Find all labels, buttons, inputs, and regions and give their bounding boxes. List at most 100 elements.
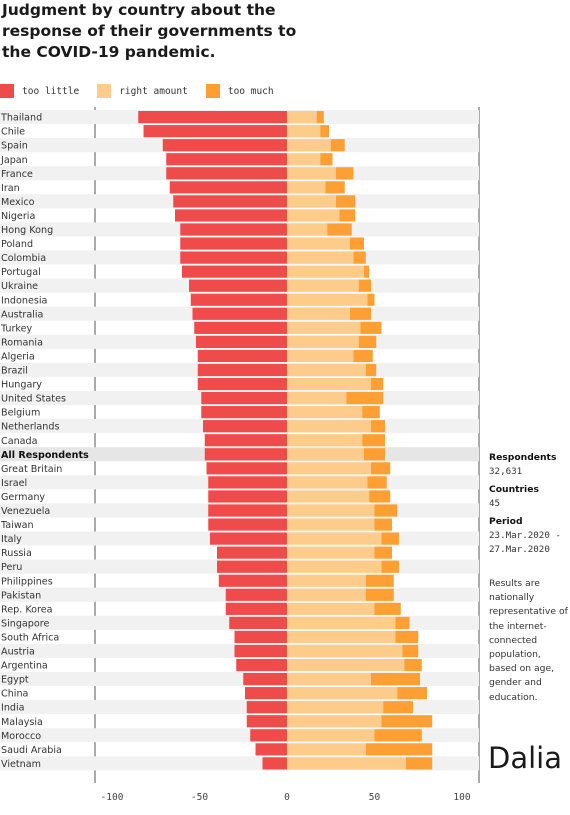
category-label: Taiwan xyxy=(0,520,34,531)
bar-too-little xyxy=(208,476,287,489)
category-label: Venezuela xyxy=(1,506,50,517)
bar-right-amount xyxy=(287,757,406,770)
bar-too-much xyxy=(320,153,333,166)
category-label: Saudi Arabia xyxy=(1,745,62,756)
category-label: Australia xyxy=(1,309,43,320)
bar-too-much xyxy=(358,335,377,348)
bar-right-amount xyxy=(287,476,368,489)
bar-too-little xyxy=(197,349,287,363)
bar-right-amount xyxy=(287,644,403,658)
bar-too-much xyxy=(367,476,387,489)
category-label: Turkey xyxy=(0,323,33,334)
bar-right-amount xyxy=(287,616,396,629)
bar-right-amount xyxy=(287,125,321,138)
category-label: Indonesia xyxy=(1,295,47,306)
category-label: Netherlands xyxy=(1,422,59,433)
category-label: Romania xyxy=(1,337,43,348)
category-label: Russia xyxy=(1,548,32,559)
x-tick-label: 100 xyxy=(453,792,470,803)
respondents-value: 32,631 xyxy=(489,466,523,477)
bar-too-much xyxy=(316,111,324,124)
category-label: Singapore xyxy=(1,618,49,629)
bar-right-amount xyxy=(287,392,347,405)
bar-right-amount xyxy=(287,729,375,742)
bar-too-little xyxy=(197,363,287,377)
bar-right-amount xyxy=(287,673,371,686)
bar-too-little xyxy=(190,293,287,306)
bar-too-little xyxy=(201,406,287,419)
bar-too-little xyxy=(208,490,287,503)
bar-too-little xyxy=(180,223,287,236)
bar-too-little xyxy=(246,715,287,728)
category-label: United States xyxy=(1,394,66,405)
bar-right-amount xyxy=(287,251,354,264)
bar-too-much xyxy=(350,237,364,250)
bar-right-amount xyxy=(287,462,371,475)
bar-too-little xyxy=(138,111,287,124)
bar-too-little xyxy=(250,729,287,742)
category-label: Peru xyxy=(1,562,22,573)
bar-right-amount xyxy=(287,658,405,672)
bar-too-much xyxy=(371,377,384,391)
bar-right-amount xyxy=(287,139,331,152)
bar-too-little xyxy=(262,757,287,770)
bar-right-amount xyxy=(287,167,336,180)
bar-too-much xyxy=(374,602,401,615)
bar-too-much xyxy=(374,546,392,559)
bar-right-amount xyxy=(287,349,354,363)
category-label: Iran xyxy=(1,183,20,194)
category-label: Hungary xyxy=(1,380,42,391)
category-label: Colombia xyxy=(1,253,46,264)
bar-right-amount xyxy=(287,293,368,306)
x-tick-label: -50 xyxy=(191,792,208,803)
bar-too-much xyxy=(395,630,419,644)
bar-too-little xyxy=(194,321,287,334)
bar-right-amount xyxy=(287,518,375,531)
category-label: Mexico xyxy=(1,197,35,208)
bar-too-much xyxy=(365,363,377,377)
bar-right-amount xyxy=(287,181,326,194)
legend-label-too-much: too much xyxy=(227,85,274,97)
category-label: Portugal xyxy=(1,267,41,278)
category-label: China xyxy=(1,689,28,700)
bar-too-much xyxy=(406,757,433,770)
bar-right-amount xyxy=(287,630,396,644)
bar-too-little xyxy=(225,588,287,601)
legend-swatch-too-much xyxy=(205,84,220,98)
bar-too-little xyxy=(246,701,287,714)
category-label: Pakistan xyxy=(1,590,41,601)
bar-right-amount xyxy=(287,701,384,714)
category-label: France xyxy=(1,169,33,180)
bar-too-much xyxy=(320,125,329,138)
bar-too-much xyxy=(367,293,375,306)
bar-right-amount xyxy=(287,687,398,700)
chart-title: Judgment by country about the response o… xyxy=(2,1,297,61)
bar-too-little xyxy=(243,673,287,686)
bar-too-much xyxy=(365,588,394,601)
bar-right-amount xyxy=(287,111,317,124)
bar-too-little xyxy=(204,434,287,447)
category-label: Philippines xyxy=(1,576,53,587)
category-label: Canada xyxy=(1,436,38,447)
bar-right-amount xyxy=(287,532,382,545)
bar-too-much xyxy=(381,532,399,545)
bar-right-amount xyxy=(287,420,371,433)
category-label: Austria xyxy=(1,647,35,658)
bar-right-amount xyxy=(287,743,366,756)
category-label: Israel xyxy=(1,478,27,489)
bar-right-amount xyxy=(287,307,350,320)
category-label: Brazil xyxy=(1,366,28,377)
bar-right-amount xyxy=(287,335,359,348)
bar-right-amount xyxy=(287,363,366,377)
bar-too-little xyxy=(166,167,287,180)
category-label: Poland xyxy=(1,239,33,250)
bar-too-much xyxy=(397,687,427,700)
bar-too-much xyxy=(371,420,385,433)
bar-right-amount xyxy=(287,588,366,601)
bar-right-amount xyxy=(287,715,382,728)
category-label: Great Britain xyxy=(1,464,62,475)
bar-too-much xyxy=(365,743,433,756)
category-label: Belgium xyxy=(1,408,40,419)
bar-too-little xyxy=(182,265,287,278)
